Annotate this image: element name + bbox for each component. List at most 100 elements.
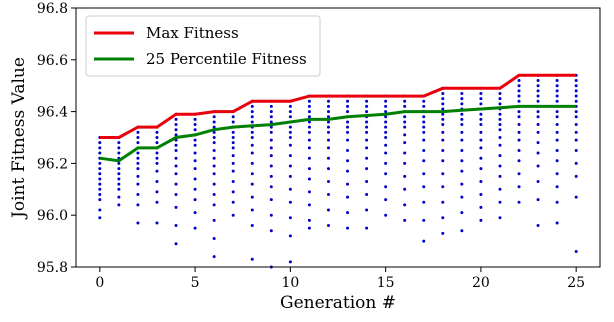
population-point — [269, 229, 273, 233]
population-point — [422, 159, 426, 163]
population-point — [574, 84, 578, 88]
population-point — [536, 115, 540, 119]
population-point — [326, 115, 330, 119]
population-point — [555, 148, 559, 152]
population-point — [155, 190, 159, 194]
population-point — [117, 172, 121, 176]
population-point — [479, 167, 483, 171]
population-point — [174, 123, 178, 127]
legend-label-max-fitness: Max Fitness — [146, 24, 239, 42]
population-point — [498, 136, 502, 139]
population-point — [307, 138, 311, 142]
population-point — [460, 91, 464, 95]
population-point — [326, 104, 330, 108]
population-point — [193, 117, 197, 121]
population-point — [346, 99, 350, 103]
population-point — [536, 84, 540, 88]
population-point — [403, 187, 407, 191]
population-point — [384, 198, 388, 202]
population-point — [193, 159, 197, 163]
population-point — [193, 198, 197, 202]
population-point — [384, 185, 388, 189]
population-point — [441, 138, 445, 142]
population-point — [460, 102, 464, 106]
population-point — [98, 216, 102, 220]
series-lines — [99, 73, 577, 163]
population-point — [517, 110, 521, 114]
population-point — [288, 104, 292, 108]
population-point — [174, 164, 178, 168]
population-point — [155, 151, 159, 155]
population-point — [174, 192, 178, 196]
population-point — [155, 130, 159, 134]
population-point — [403, 141, 407, 145]
population-point — [117, 182, 121, 186]
population-point — [326, 146, 330, 150]
population-point — [269, 198, 273, 202]
population-point — [212, 192, 216, 196]
population-point — [250, 130, 254, 134]
population-point — [365, 120, 369, 124]
population-point — [346, 169, 350, 173]
population-point — [460, 195, 464, 199]
population-point — [212, 156, 216, 160]
population-point — [250, 115, 254, 119]
population-point — [422, 99, 426, 103]
population-point — [555, 172, 559, 176]
population-point — [250, 195, 254, 199]
population-point — [136, 156, 140, 160]
population-point — [250, 172, 254, 176]
population-point — [231, 141, 235, 145]
population-point — [155, 200, 159, 204]
plot-frame — [75, 7, 601, 268]
population-point — [269, 146, 273, 150]
population-point — [384, 125, 388, 129]
population-point — [346, 182, 350, 186]
population-point — [136, 221, 140, 225]
population-point — [441, 185, 445, 189]
population-point — [307, 218, 311, 222]
population-point — [98, 161, 102, 165]
population-point — [155, 156, 159, 160]
population-point — [250, 136, 254, 139]
population-point — [346, 159, 350, 163]
population-point — [536, 94, 540, 98]
population-point — [155, 141, 159, 145]
population-point — [193, 138, 197, 142]
y-tick-label: 96.4 — [37, 105, 68, 121]
population-point — [422, 130, 426, 134]
population-point — [174, 242, 178, 246]
population-point — [460, 112, 464, 116]
population-point — [365, 167, 369, 171]
population-point — [174, 143, 178, 147]
population-point — [555, 79, 559, 83]
population-point — [269, 213, 273, 217]
population-point — [498, 117, 502, 121]
population-point — [98, 151, 102, 155]
population-point — [136, 182, 140, 186]
population-point — [422, 120, 426, 124]
population-point — [574, 79, 578, 83]
population-point — [517, 172, 521, 176]
population-point — [479, 117, 483, 121]
population-point — [517, 200, 521, 204]
population-point — [193, 187, 197, 191]
population-point — [98, 146, 102, 150]
population-point — [384, 143, 388, 147]
population-point — [498, 97, 502, 101]
population-point — [231, 154, 235, 158]
population-point — [117, 161, 121, 165]
population-point — [479, 205, 483, 209]
population-point — [441, 102, 445, 106]
population-point — [346, 120, 350, 124]
population-point — [460, 123, 464, 127]
legend: Max Fitness 25 Percentile Fitness — [85, 15, 321, 77]
population-point — [212, 148, 216, 152]
population-point — [365, 156, 369, 160]
population-point — [536, 164, 540, 168]
population-point — [574, 115, 578, 119]
population-point — [136, 167, 140, 171]
population-point — [117, 151, 121, 155]
population-point — [212, 130, 216, 134]
population-point — [441, 148, 445, 152]
